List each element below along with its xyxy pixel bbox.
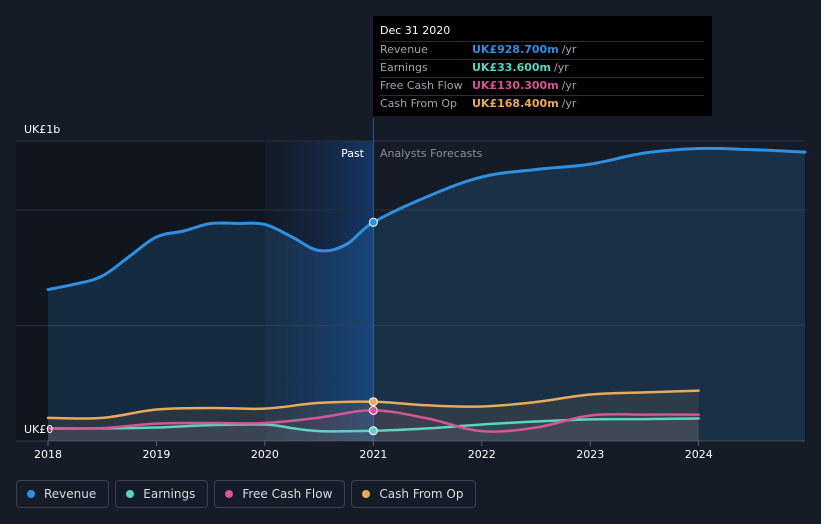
y-axis-top-label: UK£1b bbox=[24, 123, 60, 136]
tooltip-row-revenue: Revenue UK£928.700m /yr bbox=[380, 41, 704, 59]
tooltip-label: Revenue bbox=[380, 43, 428, 56]
y-axis-zero-label: UK£0 bbox=[24, 423, 53, 436]
tooltip-row-free-cash-flow: Free Cash Flow UK£130.300m /yr bbox=[380, 77, 704, 95]
tooltip-unit: /yr bbox=[561, 43, 577, 56]
x-tick-label: 2018 bbox=[34, 448, 62, 461]
tooltip-row-cash-from-op: Cash From Op UK£168.400m /yr bbox=[380, 95, 704, 113]
legend-dot-icon bbox=[225, 490, 234, 498]
free-cash-flow-marker bbox=[368, 405, 378, 415]
legend-item-cash-from-op[interactable]: Cash From Op bbox=[351, 480, 477, 508]
x-tick-label: 2019 bbox=[142, 448, 170, 461]
x-tick-label: 2022 bbox=[468, 448, 496, 461]
tooltip-value: UK£130.300m bbox=[472, 79, 559, 92]
free-cash-flow-area bbox=[48, 410, 699, 441]
tooltip-label: Cash From Op bbox=[380, 97, 458, 110]
earnings-marker bbox=[368, 426, 378, 436]
tooltip-unit: /yr bbox=[561, 97, 577, 110]
tooltip-date: Dec 31 2020 bbox=[380, 24, 451, 37]
legend: Revenue Earnings Free Cash Flow Cash Fro… bbox=[16, 480, 482, 508]
tooltip-row-earnings: Earnings UK£33.600m /yr bbox=[380, 59, 704, 77]
legend-dot-icon bbox=[27, 490, 35, 498]
earnings-line bbox=[46, 417, 700, 433]
x-tick-label: 2023 bbox=[576, 448, 604, 461]
legend-item-free-cash-flow[interactable]: Free Cash Flow bbox=[214, 480, 346, 508]
tooltip-value: UK£928.700m bbox=[472, 43, 559, 56]
tooltip-label: Earnings bbox=[380, 61, 428, 74]
revenue-marker bbox=[368, 217, 378, 227]
revenue-line bbox=[46, 146, 807, 291]
legend-item-revenue[interactable]: Revenue bbox=[16, 480, 110, 508]
chart: UK£1b UK£0 Past Analysts Forecasts 2018 2… bbox=[16, 118, 807, 461]
legend-label: Cash From Op bbox=[379, 487, 464, 501]
legend-item-earnings[interactable]: Earnings bbox=[115, 480, 209, 508]
tooltip-unit: /yr bbox=[561, 79, 577, 92]
tooltip-value: UK£33.600m bbox=[472, 61, 552, 74]
x-tick-label: 2020 bbox=[251, 448, 279, 461]
highlight-region bbox=[264, 141, 374, 441]
legend-label: Free Cash Flow bbox=[242, 487, 333, 501]
x-tick-label: 2021 bbox=[359, 448, 387, 461]
past-label: Past bbox=[341, 147, 365, 160]
tooltip-label: Free Cash Flow bbox=[380, 79, 463, 92]
forecast-label: Analysts Forecasts bbox=[380, 147, 483, 160]
tooltip: Dec 31 2020 Revenue UK£928.700m /yr Earn… bbox=[373, 16, 712, 116]
legend-label: Earnings bbox=[143, 487, 196, 501]
tooltip-unit: /yr bbox=[554, 61, 569, 74]
legend-dot-icon bbox=[126, 490, 135, 498]
legend-dot-icon bbox=[362, 490, 371, 498]
legend-label: Revenue bbox=[44, 487, 97, 501]
earnings-area bbox=[48, 418, 699, 441]
cash-from-op-marker bbox=[368, 397, 378, 407]
tooltip-value: UK£168.400m bbox=[472, 97, 559, 110]
x-tick-label: 2024 bbox=[685, 448, 713, 461]
revenue-area bbox=[48, 148, 805, 441]
